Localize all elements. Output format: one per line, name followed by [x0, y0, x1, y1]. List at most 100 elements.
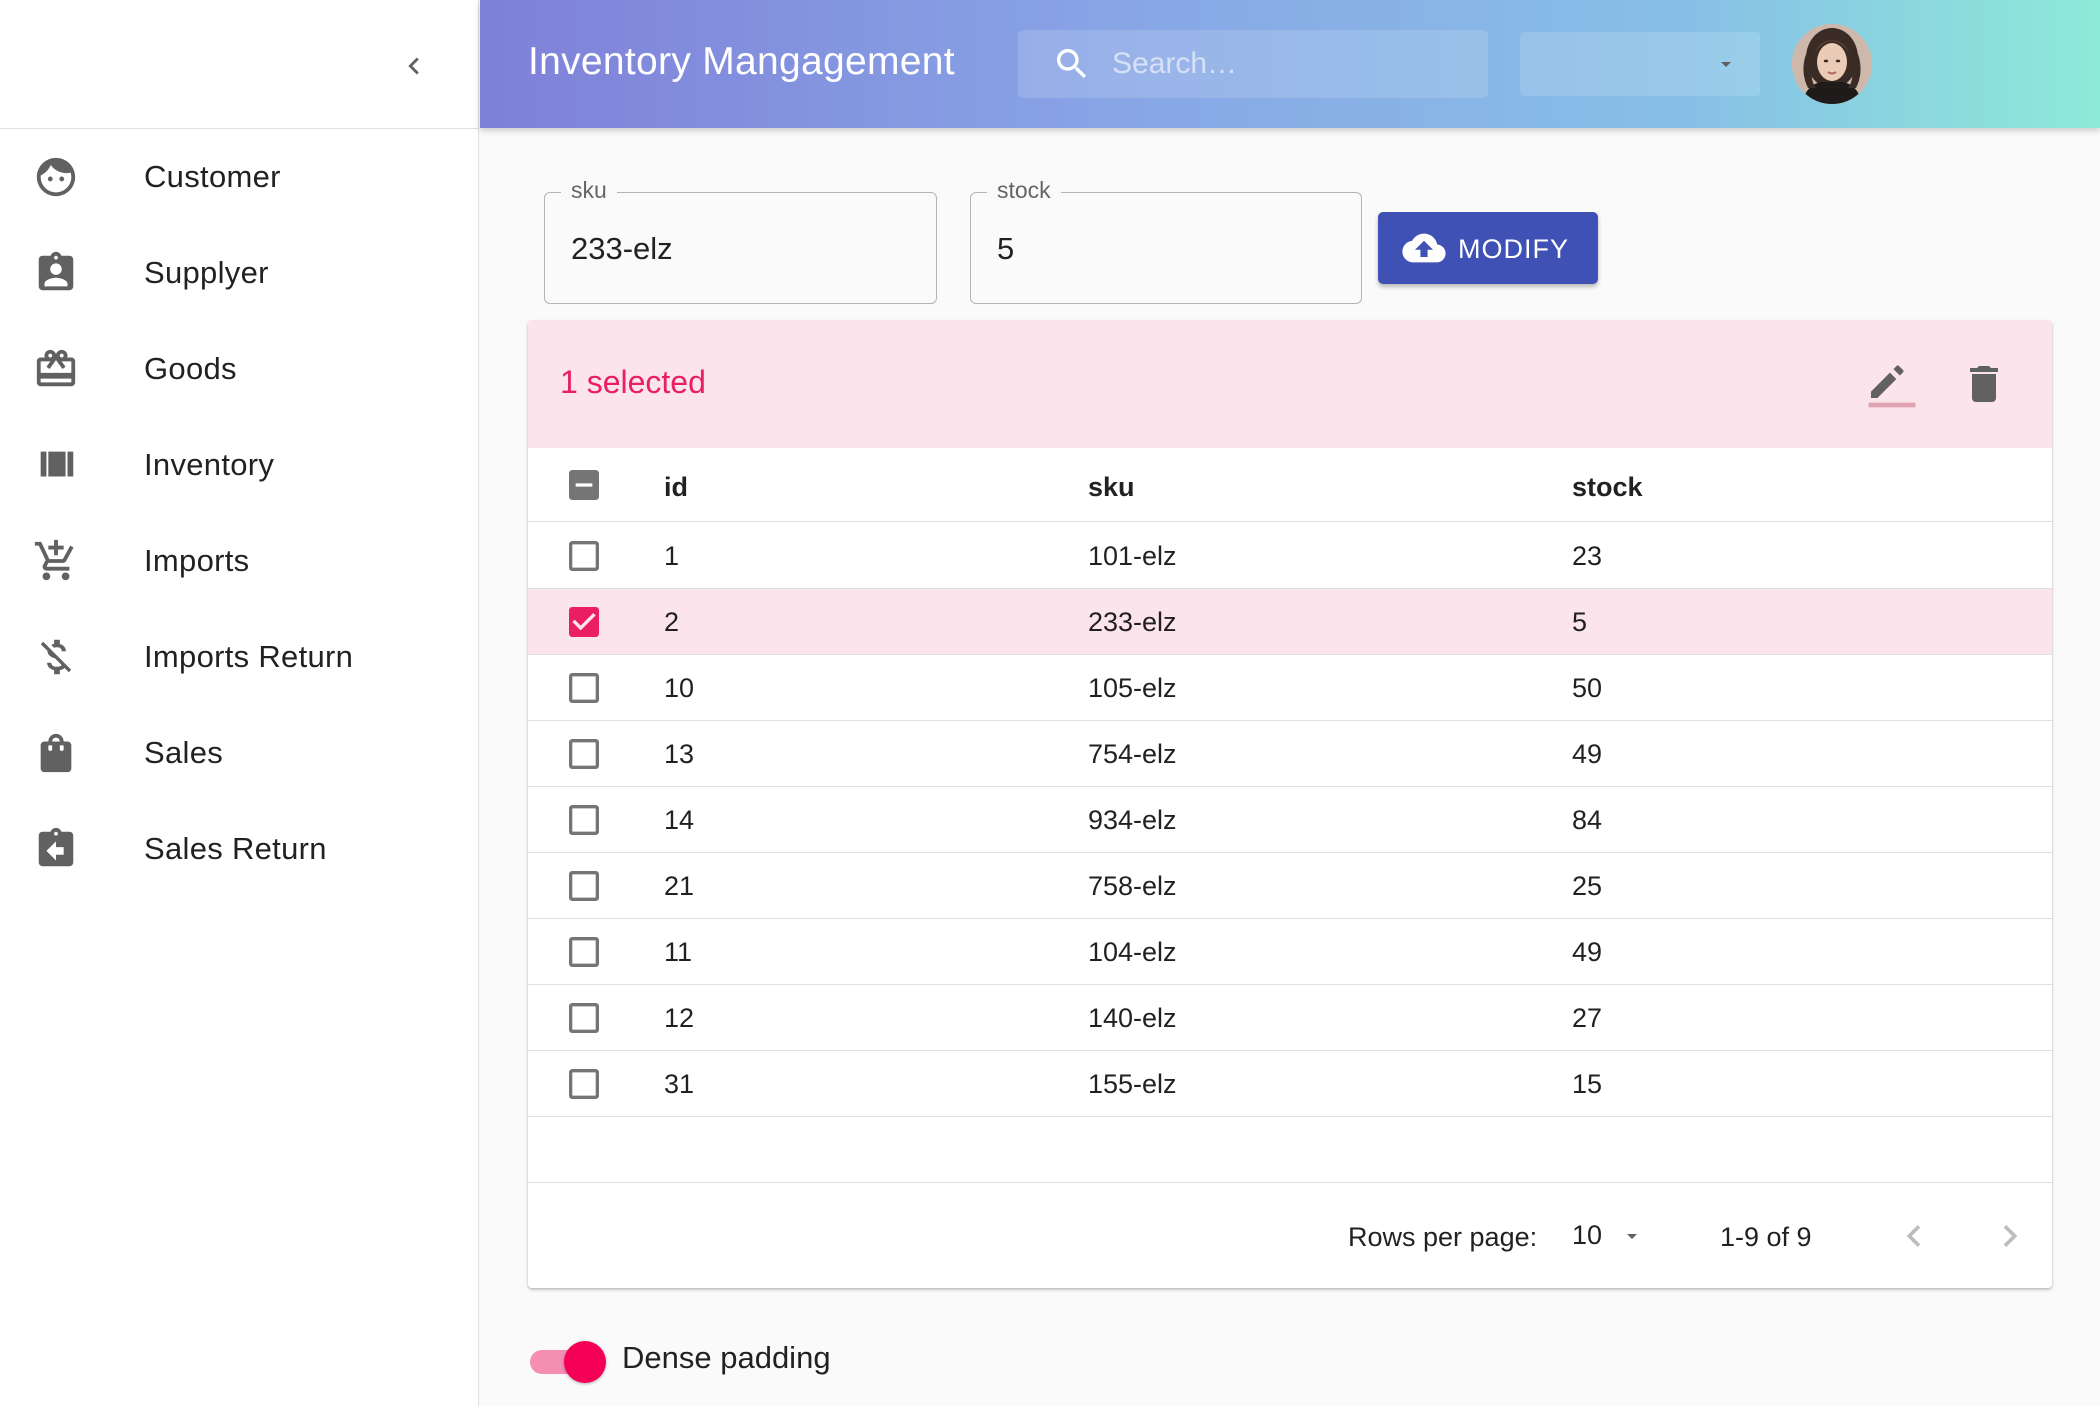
- unchecked-checkbox-icon: [569, 937, 599, 967]
- cell-stock: 5: [1572, 607, 1588, 637]
- sidebar-item-imports-return[interactable]: Imports Return: [0, 609, 478, 705]
- unchecked-checkbox-icon: [569, 673, 599, 703]
- sidebar-item-imports[interactable]: Imports: [0, 513, 478, 609]
- column-header-sku[interactable]: sku: [1088, 472, 1135, 502]
- table-row[interactable]: 21 758-elz 25: [528, 853, 2052, 919]
- cell-stock: 25: [1572, 871, 1603, 901]
- rows-per-page-select[interactable]: 10: [1572, 1212, 1652, 1260]
- row-checkbox[interactable]: [564, 602, 604, 642]
- unchecked-checkbox-icon: [569, 805, 599, 835]
- sidebar-item-customer[interactable]: Customer: [0, 129, 478, 225]
- dense-padding-switch[interactable]: [528, 1338, 608, 1384]
- table-row[interactable]: 2 233-elz 5: [528, 589, 2052, 655]
- rows-per-page-label: Rows per page:: [1348, 1222, 1538, 1252]
- table-row[interactable]: 14 934-elz 84: [528, 787, 2052, 853]
- table-toolbar: 1 selected: [528, 320, 2052, 448]
- inventory-table-card: 1 selected id sku stock 1 101-elz 23 2 233-e…: [528, 320, 2052, 1288]
- sidebar-item-sales-return[interactable]: Sales Return: [0, 801, 478, 897]
- contact-badge-icon: [32, 249, 80, 297]
- switch-thumb: [564, 1341, 606, 1383]
- cell-stock: 27: [1572, 1003, 1603, 1033]
- sidebar-item-label: Inventory: [144, 447, 275, 482]
- previous-page-button[interactable]: [1892, 1214, 1936, 1258]
- sidebar-item-goods[interactable]: Goods: [0, 321, 478, 417]
- sidebar-header: [0, 0, 478, 129]
- column-header-stock[interactable]: stock: [1572, 472, 1643, 502]
- collapse-sidebar-button[interactable]: [388, 40, 440, 92]
- view-array-icon: [32, 441, 80, 489]
- cell-stock: 50: [1572, 673, 1603, 703]
- face-icon: [32, 153, 80, 201]
- sku-field-label: sku: [561, 177, 617, 204]
- money-off-icon: [32, 633, 80, 681]
- table-row[interactable]: 1 101-elz 23: [528, 523, 2052, 589]
- row-checkbox[interactable]: [564, 1064, 604, 1104]
- selected-count: 1 selected: [560, 364, 706, 400]
- row-checkbox[interactable]: [564, 536, 604, 576]
- shopping-bag-icon: [32, 729, 80, 777]
- cell-sku: 104-elz: [1088, 937, 1177, 967]
- table-row[interactable]: 31 155-elz 15: [528, 1051, 2052, 1117]
- sku-input[interactable]: [571, 227, 901, 271]
- cell-sku: 754-elz: [1088, 739, 1177, 769]
- modify-button[interactable]: MODIFY: [1378, 212, 1598, 284]
- sidebar-item-label: Sales: [144, 735, 224, 770]
- next-page-button[interactable]: [1988, 1214, 2032, 1258]
- sidebar-nav: Customer Supplyer Goods Inventory Import…: [0, 129, 478, 897]
- row-checkbox[interactable]: [564, 800, 604, 840]
- cell-stock: 15: [1572, 1069, 1603, 1099]
- cell-id: 12: [664, 1003, 695, 1033]
- chevron-left-icon: [1906, 1225, 1921, 1247]
- stock-field[interactable]: stock: [970, 177, 1362, 304]
- cell-sku: 140-elz: [1088, 1003, 1177, 1033]
- avatar[interactable]: [1792, 24, 1872, 104]
- sidebar-item-sales[interactable]: Sales: [0, 705, 478, 801]
- table-row[interactable]: 10 105-elz 50: [528, 655, 2052, 721]
- row-checkbox[interactable]: [564, 668, 604, 708]
- search-box[interactable]: [1018, 30, 1488, 98]
- table-row[interactable]: 12 140-elz 27: [528, 985, 2052, 1051]
- app-header: Inventory Mangagement: [480, 0, 2100, 128]
- search-icon: [1052, 44, 1092, 84]
- cell-sku: 155-elz: [1088, 1069, 1177, 1099]
- row-checkbox[interactable]: [564, 866, 604, 906]
- cell-id: 14: [664, 805, 695, 835]
- app-title: Inventory Mangagement: [528, 40, 955, 83]
- delete-icon: [1970, 366, 1998, 402]
- unchecked-checkbox-icon: [569, 541, 599, 571]
- gift-card-icon: [32, 345, 80, 393]
- select-all-checkbox[interactable]: [564, 465, 604, 505]
- edit-button[interactable]: [1864, 356, 1920, 412]
- row-checkbox[interactable]: [564, 932, 604, 972]
- checked-checkbox-icon: [569, 607, 599, 637]
- assignment-return-icon: [32, 825, 80, 873]
- cell-stock: 49: [1572, 739, 1603, 769]
- row-checkbox[interactable]: [564, 998, 604, 1038]
- cell-stock: 23: [1572, 541, 1603, 571]
- sku-field[interactable]: sku: [544, 177, 937, 304]
- search-input[interactable]: [1112, 42, 1472, 86]
- row-checkbox[interactable]: [564, 734, 604, 774]
- unchecked-checkbox-icon: [569, 1069, 599, 1099]
- sidebar: Customer Supplyer Goods Inventory Import…: [0, 0, 479, 1406]
- chevron-left-icon: [408, 57, 419, 75]
- cell-sku: 233-elz: [1088, 607, 1177, 637]
- column-header-id[interactable]: id: [664, 472, 688, 502]
- page-range: 1-9 of 9: [1720, 1222, 1812, 1252]
- cell-id: 10: [664, 673, 695, 703]
- table-pagination: Rows per page: 10 1-9 of 9: [528, 1184, 2052, 1288]
- unchecked-checkbox-icon: [569, 739, 599, 769]
- stock-field-label: stock: [987, 177, 1061, 204]
- sidebar-item-supplyer[interactable]: Supplyer: [0, 225, 478, 321]
- unchecked-checkbox-icon: [569, 1003, 599, 1033]
- edit-icon: [1868, 365, 1916, 408]
- stock-input[interactable]: [997, 227, 1327, 271]
- table-header: id sku stock: [528, 448, 2052, 522]
- table-row[interactable]: 11 104-elz 49: [528, 919, 2052, 985]
- modify-button-label: MODIFY: [1458, 234, 1569, 264]
- table-row[interactable]: 13 754-elz 49: [528, 721, 2052, 787]
- sidebar-item-inventory[interactable]: Inventory: [0, 417, 478, 513]
- cell-id: 11: [664, 937, 693, 967]
- delete-button[interactable]: [1960, 360, 2008, 408]
- header-select[interactable]: [1520, 32, 1760, 96]
